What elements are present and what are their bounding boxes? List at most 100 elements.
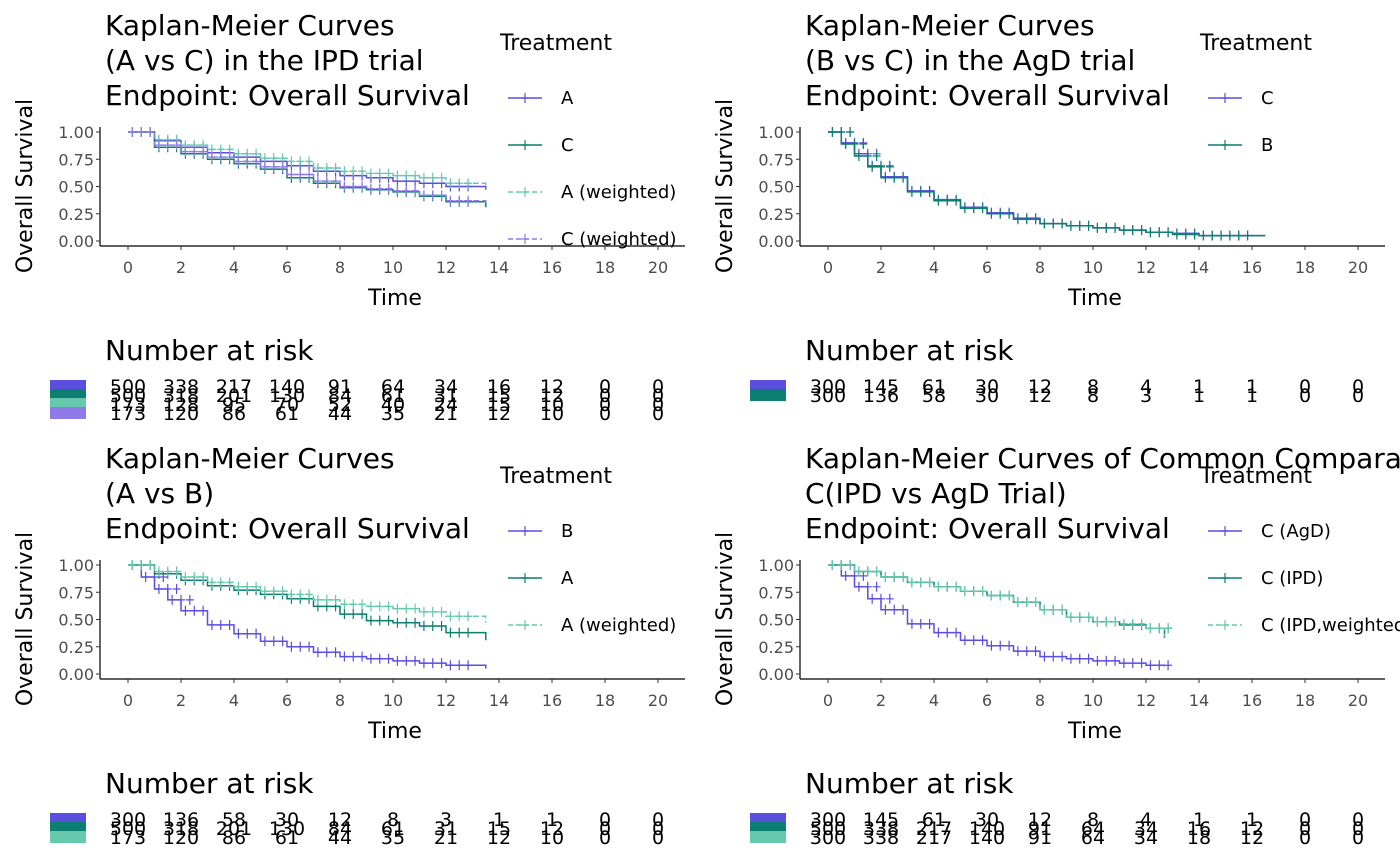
risk-count: 8 [1087,385,1099,407]
censor-mark [464,627,473,638]
risk-count: 30 [975,809,999,831]
censor-mark [366,601,375,612]
censor-mark [916,186,925,197]
risk-row-swatch [50,831,86,843]
km-curve [828,131,1266,237]
censor-mark [402,603,411,614]
x-tick-label: 2 [176,258,186,277]
censor-mark [269,153,278,164]
censor-mark [154,140,163,151]
censor-mark [252,628,261,639]
risk-count: 0 [599,827,611,849]
censor-mark [331,594,340,605]
risk-count: 12 [1240,818,1264,840]
risk-table-title: Number at risk [105,334,314,367]
censor-mark [1164,623,1173,634]
censor-mark [1013,597,1022,608]
censor-mark [1049,604,1058,615]
censor-mark [305,156,314,167]
censor-mark [925,618,934,629]
censor-mark [828,127,837,137]
censor-mark [411,185,420,196]
censor-mark [1084,653,1093,664]
censor-mark [837,127,846,137]
legend-key-mark [521,187,529,197]
censor-mark [146,127,155,137]
censor-mark [375,601,384,612]
risk-count: 217 [916,818,952,840]
y-tick-label: 0.00 [58,665,94,684]
censor-mark [1155,227,1164,238]
risk-count: 3 [1140,385,1152,407]
risk-count: 1 [1246,385,1258,407]
censor-mark [1049,651,1058,662]
legend-label: C (IPD,weighted) [1261,615,1400,636]
risk-count: 40 [381,394,405,416]
x-tick-label: 12 [1136,258,1156,277]
censor-mark [252,581,261,592]
legend-label: A [561,568,574,589]
censor-mark [225,152,234,163]
censor-mark [996,208,1005,219]
x-axis-label: Time [367,286,422,311]
censor-mark [411,617,420,628]
censor-mark [1058,218,1067,229]
censor-mark [199,605,208,616]
censor-mark [128,127,137,137]
censor-mark [1137,658,1146,669]
censor-mark [925,186,934,197]
x-tick-label: 16 [1242,258,1262,277]
risk-count: 58 [922,385,946,407]
censor-mark [172,566,181,577]
censor-mark [419,621,428,632]
censor-mark [1058,604,1067,615]
x-tick-label: 8 [335,258,345,277]
censor-mark [358,181,367,192]
censor-mark [1102,655,1111,666]
risk-count: 86 [222,403,246,425]
censor-mark [996,640,1005,651]
censor-mark [349,599,358,610]
risk-count: 217 [216,376,252,398]
censor-mark [1058,651,1067,662]
censor-mark [1031,214,1040,225]
x-tick-label: 10 [1083,691,1103,710]
risk-count: 61 [275,827,299,849]
censor-mark [402,617,411,628]
y-tick-label: 1.00 [758,123,794,142]
panel-common-comparator: Kaplan-Meier Curves of Common Comparator… [713,442,1400,849]
legend-label: A [561,88,574,109]
censor-mark [1005,590,1014,601]
risk-count: 0 [652,809,664,831]
censor-mark [1040,651,1049,662]
censor-mark [987,640,996,651]
censor-mark [1005,640,1014,651]
risk-count: 1 [1193,385,1205,407]
x-tick-label: 6 [982,691,992,710]
risk-count: 30 [975,376,999,398]
censor-mark [1164,227,1173,238]
km-curve [828,564,1166,638]
censor-mark [163,583,172,594]
censor-mark [411,170,420,181]
censor-mark [340,181,349,192]
censor-mark [190,146,199,157]
y-axis-label: Overall Survival [713,532,738,706]
censor-mark [207,619,216,630]
risk-count: 145 [863,809,899,831]
censor-mark [987,208,996,219]
censor-mark [199,146,208,157]
censor-mark [464,178,473,189]
censor-mark [322,162,331,173]
y-axis-label: Overall Survival [13,99,38,273]
censor-mark [885,161,894,172]
censor-mark [907,618,916,629]
chart-title-line: Kaplan-Meier Curves [805,9,1095,42]
panel-ipd-a-vs-c: Kaplan-Meier Curves(A vs C) in the IPD t… [13,9,685,425]
legend-label: C [561,135,574,156]
legend-key-mark [1221,573,1229,583]
risk-count: 35 [381,403,405,425]
censor-mark [960,203,969,214]
censor-mark [349,651,358,662]
risk-count: 217 [916,827,952,849]
